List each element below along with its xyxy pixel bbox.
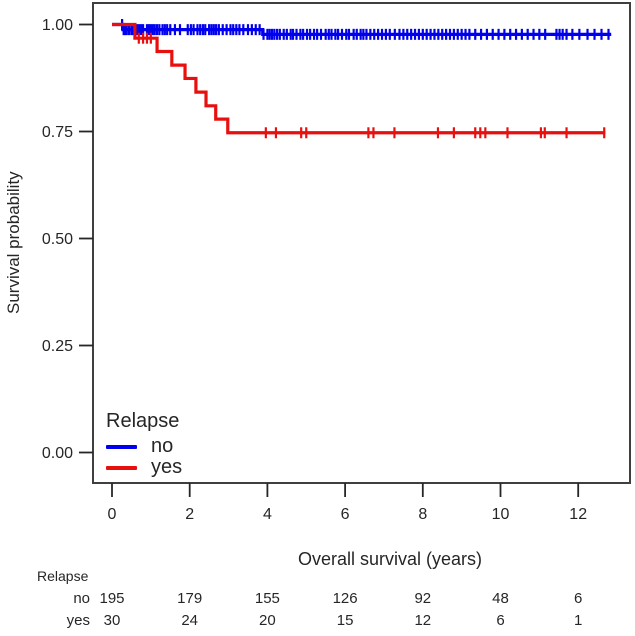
y-tick-label: 0.75: [42, 124, 73, 141]
y-tick-label: 0.50: [42, 231, 73, 248]
risk-count-yes: 15: [336, 612, 354, 629]
risk-count-yes: 12: [414, 612, 432, 629]
x-tick-label: 6: [341, 506, 350, 523]
x-tick-label: 8: [418, 506, 427, 523]
legend: Relapse no yes: [106, 410, 182, 478]
y-tick-label: 1.00: [42, 17, 73, 34]
risk-count-yes: 20: [259, 612, 276, 629]
survival-curve-yes: [112, 22, 606, 135]
risk-count-no: 179: [177, 590, 203, 607]
legend-title: Relapse: [106, 410, 180, 432]
plot-border: [92, 2, 631, 484]
legend-item-no: no: [106, 435, 182, 457]
risk-count-yes: 30: [103, 612, 121, 629]
risk-count-no: 48: [492, 590, 509, 607]
x-tick-label: 4: [263, 506, 272, 523]
y-axis-title: Survival probability: [4, 171, 23, 315]
y-tick-label: 0.25: [42, 338, 73, 355]
x-axis-title: Overall survival (years): [297, 549, 483, 569]
risk-count-no: 195: [99, 590, 125, 607]
risk-count-no: 126: [332, 590, 358, 607]
legend-line-no-icon: [106, 444, 137, 449]
risk-count-no: 92: [414, 590, 432, 607]
risk-count-no: 155: [254, 590, 280, 607]
legend-item-yes: yes: [106, 456, 183, 478]
legend-label-no: no: [151, 435, 174, 457]
risk-count-no: 6: [574, 590, 583, 607]
y-tick-label: 0.00: [42, 445, 73, 462]
risk-table-header: Relapse: [37, 568, 89, 584]
risk-count-yes: 1: [574, 612, 583, 629]
risk-count-yes: 24: [181, 612, 199, 629]
x-tick-label: 12: [569, 506, 587, 523]
risk-row-label-no: no: [73, 590, 90, 607]
legend-label-yes: yes: [151, 456, 183, 478]
legend-line-yes-icon: [106, 465, 137, 470]
x-tick-label: 0: [108, 506, 117, 523]
risk-row-label-yes: yes: [66, 612, 90, 629]
risk-count-yes: 6: [496, 612, 505, 629]
x-tick-label: 10: [492, 506, 510, 523]
x-tick-label: 2: [185, 506, 194, 523]
